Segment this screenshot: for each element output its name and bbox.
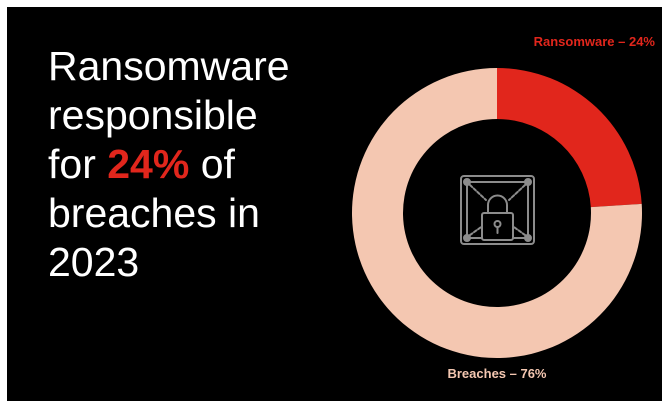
donut-labels: Ransomware – 24% Breaches – 76% [447, 34, 655, 381]
slice-label-ransomware: Ransomware – 24% [534, 34, 656, 49]
headline-line-2: responsible [48, 92, 258, 138]
donut-slices [352, 68, 642, 358]
headline-line-3-suffix: of [189, 141, 235, 187]
slice-label-breaches: Breaches – 76% [447, 366, 546, 381]
headline-line-3-prefix: for [48, 141, 108, 187]
headline-line-1: Ransomware [48, 43, 290, 89]
headline: Ransomware responsible for 24% of breach… [48, 42, 348, 287]
headline-line-5: 2023 [48, 239, 140, 285]
donut-slice-breaches [352, 68, 642, 358]
donut-slice-ransomware [497, 68, 642, 208]
padlock-chain-icon [460, 175, 535, 245]
headline-highlight-percent: 24% [107, 141, 190, 187]
headline-line-4: breaches in [48, 190, 260, 236]
headline-line-3: for 24% of [48, 140, 348, 189]
